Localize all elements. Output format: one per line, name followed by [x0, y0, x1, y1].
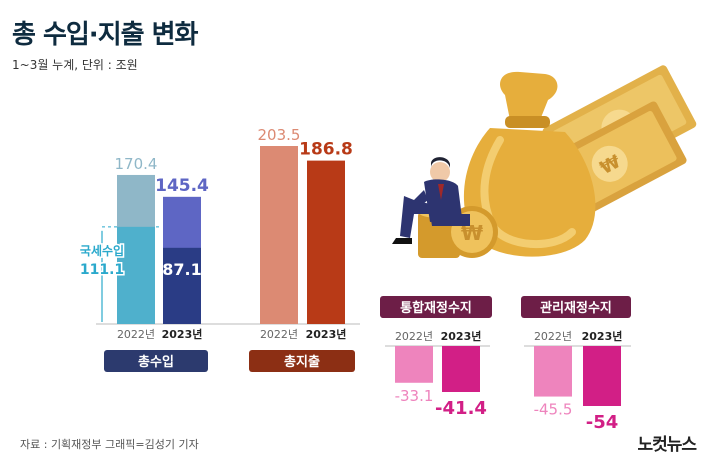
- group-label-balance-1: 관리재정수지: [540, 300, 612, 316]
- group-label-revenue: 총수입: [138, 354, 174, 370]
- bar-balance-0-0: [395, 346, 433, 383]
- value-label-balance-0-1: -41.4: [435, 398, 487, 419]
- bar-balance-1-0: [534, 346, 572, 397]
- category-label-revenue-0: 2022년: [117, 328, 155, 341]
- group-label-spending-bg: [249, 350, 355, 372]
- value-label-revenue-0: 170.4: [115, 155, 158, 173]
- bar-spending-1: [307, 160, 345, 324]
- category-label-balance-0-1: 2023년: [441, 329, 482, 343]
- svg-text:₩: ₩: [461, 221, 483, 245]
- tax-sub-label: 국세수입: [80, 243, 124, 258]
- category-label-revenue-1: 2023년: [162, 327, 203, 341]
- tax-value-label-1: 87.1: [162, 260, 201, 279]
- group-label-balance-1-bg: [521, 296, 631, 318]
- bar-tax-0: [117, 226, 155, 324]
- bar-balance-0-1: [442, 346, 480, 392]
- category-label-balance-1-0: 2022년: [534, 330, 572, 343]
- bar-balance-1-1: [583, 346, 621, 406]
- bar-spending-0: [260, 146, 298, 324]
- category-label-balance-0-0: 2022년: [395, 330, 433, 343]
- chart-title: 총 수입·지출 변화: [12, 20, 198, 50]
- value-label-balance-0-0: -33.1: [395, 387, 434, 405]
- bar-tax-1: [163, 247, 201, 324]
- category-label-spending-0: 2022년: [260, 328, 298, 341]
- tax-value-label-0: 111.1: [80, 262, 124, 278]
- category-label-spending-1: 2023년: [306, 327, 347, 341]
- value-label-balance-1-1: -54: [586, 412, 619, 433]
- group-label-balance-0: 통합재정수지: [400, 300, 472, 316]
- value-label-spending-1: 186.8: [299, 140, 353, 160]
- value-label-balance-1-0: -45.5: [534, 401, 573, 419]
- group-label-revenue-bg: [104, 350, 208, 372]
- source-note: 자료 : 기획재정부 그래픽=김성기 기자: [20, 438, 199, 451]
- value-label-spending-0: 203.5: [258, 126, 301, 144]
- group-label-balance-0-bg: [380, 296, 492, 318]
- category-label-balance-1-1: 2023년: [582, 329, 623, 343]
- value-label-revenue-1: 145.4: [155, 176, 209, 196]
- group-label-spending: 총지출: [284, 354, 320, 370]
- publisher-logo: 노컷뉴스: [637, 435, 697, 455]
- chart-subtitle: 1~3월 누계, 단위 : 조원: [12, 58, 138, 72]
- businessman-icon: [392, 157, 470, 244]
